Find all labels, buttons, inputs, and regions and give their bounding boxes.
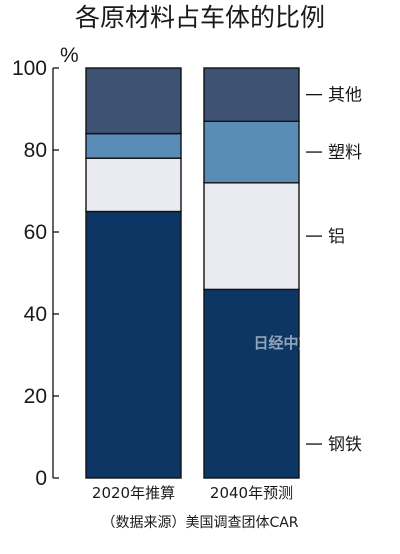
y-tick-label: 100 [12, 57, 47, 80]
bar-segment [85, 157, 182, 213]
bar-segment [203, 182, 300, 291]
legend-label: 钢铁 [328, 435, 362, 455]
bar-segment [203, 288, 300, 479]
bar-segment [85, 210, 182, 479]
legend-label: 其他 [328, 86, 362, 106]
legend-label: 铝 [328, 227, 345, 247]
bars-layer [85, 67, 300, 479]
bar-segment [203, 120, 300, 184]
y-tick-label: 0 [35, 467, 47, 490]
y-tick-label: 60 [24, 221, 47, 244]
bar-segment [85, 67, 182, 135]
y-tick-label: 40 [24, 303, 47, 326]
chart-title: 各原材料占车体的比例 [75, 3, 325, 32]
x-category-label: 2040年预测 [210, 484, 293, 502]
y-tick-label: 20 [24, 385, 47, 408]
y-tick-label: 80 [24, 139, 47, 162]
bar-segment [203, 67, 300, 122]
watermark-logo: 日经中文版 [253, 334, 328, 352]
y-axis: 0 20 40 60 80 100 [12, 57, 59, 490]
x-category-label: 2020年推算 [92, 484, 175, 502]
legend-label: 塑料 [328, 143, 362, 163]
bar-segment [85, 132, 182, 159]
source-note: （数据来源）美国调查团体CAR [101, 515, 298, 531]
y-axis-unit-label: % [60, 44, 79, 67]
x-axis-categories: 2020年推算 2040年预测 [92, 484, 293, 502]
